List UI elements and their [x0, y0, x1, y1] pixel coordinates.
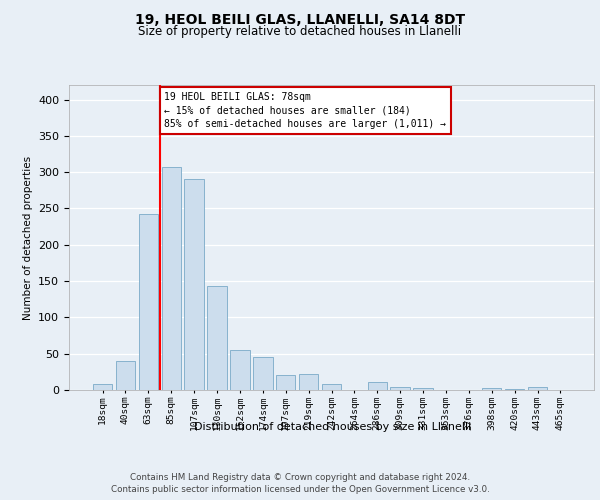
Bar — [299, 374, 319, 390]
Bar — [322, 384, 341, 390]
Bar — [391, 387, 410, 390]
Bar — [184, 180, 204, 390]
Bar — [253, 356, 272, 390]
Bar — [368, 382, 387, 390]
Bar — [161, 167, 181, 390]
Bar — [482, 388, 502, 390]
Text: Contains public sector information licensed under the Open Government Licence v3: Contains public sector information licen… — [110, 485, 490, 494]
Bar — [93, 384, 112, 390]
Text: 19 HEOL BEILI GLAS: 78sqm
← 15% of detached houses are smaller (184)
85% of semi: 19 HEOL BEILI GLAS: 78sqm ← 15% of detac… — [164, 92, 446, 128]
Text: 19, HEOL BEILI GLAS, LLANELLI, SA14 8DT: 19, HEOL BEILI GLAS, LLANELLI, SA14 8DT — [135, 12, 465, 26]
Bar — [276, 376, 295, 390]
Bar — [139, 214, 158, 390]
Bar — [413, 388, 433, 390]
Text: Distribution of detached houses by size in Llanelli: Distribution of detached houses by size … — [194, 422, 472, 432]
Text: Size of property relative to detached houses in Llanelli: Size of property relative to detached ho… — [139, 25, 461, 38]
Text: Contains HM Land Registry data © Crown copyright and database right 2024.: Contains HM Land Registry data © Crown c… — [130, 472, 470, 482]
Y-axis label: Number of detached properties: Number of detached properties — [23, 156, 32, 320]
Bar — [528, 387, 547, 390]
Bar — [230, 350, 250, 390]
Bar — [116, 361, 135, 390]
Bar — [208, 286, 227, 390]
